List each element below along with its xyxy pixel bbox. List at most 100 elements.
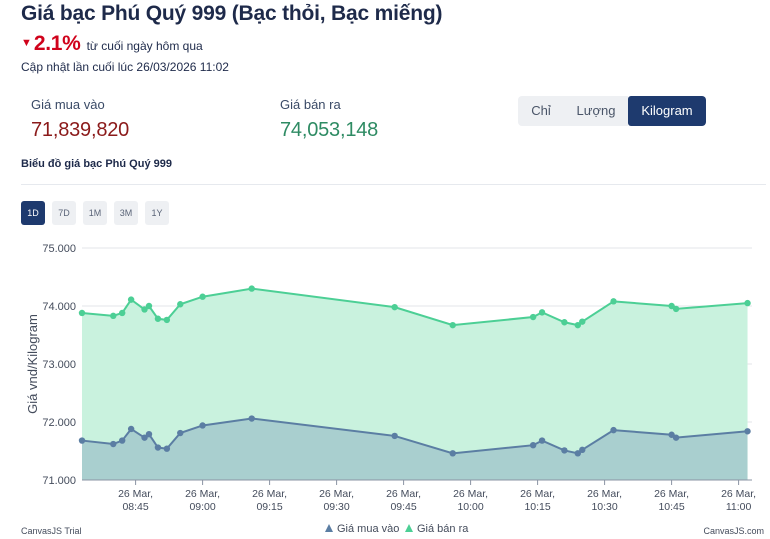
buy-point xyxy=(610,426,617,434)
range-selector: 1D 7D 1M 3M 1Y xyxy=(21,201,169,225)
buy-point xyxy=(248,415,255,422)
y-axis-title: Giá vnd/Kilogram xyxy=(25,314,40,414)
buy-point xyxy=(529,442,537,449)
buy-price-value: 71,839,820 xyxy=(31,119,130,141)
x-tick-label: 26 Mar, xyxy=(654,488,689,500)
buy-point xyxy=(561,447,568,454)
sell-point xyxy=(127,296,135,303)
sell-point xyxy=(538,309,546,316)
buy-point xyxy=(199,422,206,429)
sell-point xyxy=(78,309,86,317)
x-tick-label: 09:15 xyxy=(256,501,282,513)
sell-point xyxy=(145,302,153,310)
sell-point xyxy=(177,301,184,308)
x-tick-label: 09:45 xyxy=(390,501,416,513)
unit-selector: Chỉ Lượng Kilogram xyxy=(518,96,706,126)
sell-price-value: 74,053,148 xyxy=(280,119,379,141)
y-tick-label: 73.000 xyxy=(42,359,76,371)
buy-point xyxy=(449,450,456,457)
x-tick-label: 09:00 xyxy=(189,501,215,513)
buy-point xyxy=(110,440,117,448)
range-button-7d[interactable]: 7D xyxy=(52,201,76,225)
x-tick-label: 10:30 xyxy=(591,501,617,513)
x-tick-label: 09:30 xyxy=(323,501,349,513)
legend-buy-label: Giá mua vào xyxy=(337,523,399,535)
price-chart: 71.000 72.000 73.000 74.000 75.000 Giá vnd/Ki… xyxy=(21,243,764,536)
buy-point xyxy=(119,437,126,444)
x-tick-label: 11:00 xyxy=(726,501,752,513)
legend-buy-icon xyxy=(325,524,333,532)
x-tick-label: 26 Mar, xyxy=(386,488,421,500)
x-tick-label: 26 Mar, xyxy=(721,488,756,500)
buy-point xyxy=(672,434,680,441)
buy-price-label: Giá mua vào xyxy=(31,97,105,112)
sell-point xyxy=(119,309,126,317)
canvasjs-trial-credit: CanvasJS Trial xyxy=(21,526,82,536)
sell-price-label: Giá bán ra xyxy=(280,97,341,112)
sell-point xyxy=(672,305,680,313)
range-button-1m[interactable]: 1M xyxy=(83,201,107,225)
unit-button-luong[interactable]: Lượng xyxy=(564,96,628,126)
buy-point xyxy=(538,437,546,444)
sell-point xyxy=(561,319,568,326)
range-button-3m[interactable]: 3M xyxy=(114,201,138,225)
x-tick-label: 08:45 xyxy=(122,501,148,513)
sell-point xyxy=(579,318,586,325)
buy-point xyxy=(154,444,162,451)
sell-point xyxy=(199,293,206,300)
legend-sell-label: Giá bán ra xyxy=(417,523,469,535)
y-tick-label: 72.000 xyxy=(42,417,76,429)
sell-point xyxy=(529,313,537,321)
buy-point xyxy=(177,429,184,437)
x-tick-label: 26 Mar, xyxy=(319,488,354,500)
buy-point xyxy=(78,437,86,444)
sell-point xyxy=(744,299,751,307)
x-tick-label: 10:00 xyxy=(457,501,483,513)
x-tick-label: 26 Mar, xyxy=(520,488,555,500)
buy-point xyxy=(163,445,171,452)
range-button-1y[interactable]: 1Y xyxy=(145,201,169,225)
last-updated: Cập nhật lần cuối lúc 26/03/2026 11:02 xyxy=(21,60,229,74)
x-tick-label: 26 Mar, xyxy=(252,488,287,500)
buy-point xyxy=(744,428,751,435)
x-tick-label: 10:45 xyxy=(658,501,684,513)
buy-point xyxy=(141,434,148,441)
page-title: Giá bạc Phú Quý 999 (Bạc thỏi, Bạc miếng… xyxy=(21,2,443,25)
canvasjs-link-credit[interactable]: CanvasJS.com xyxy=(703,526,764,536)
sell-point xyxy=(449,321,456,329)
sell-point xyxy=(110,312,117,320)
sell-point xyxy=(154,315,162,322)
unit-button-chi[interactable]: Chỉ xyxy=(518,96,564,126)
x-tick-label: 26 Mar, xyxy=(185,488,220,500)
x-tick-label: 26 Mar, xyxy=(118,488,153,500)
buy-point xyxy=(145,430,153,438)
buy-line xyxy=(81,417,748,455)
buy-point xyxy=(127,425,135,433)
legend-sell-icon xyxy=(405,524,413,532)
sell-point xyxy=(163,316,171,324)
sell-point xyxy=(610,298,617,305)
sell-line xyxy=(81,287,748,327)
y-tick-label: 71.000 xyxy=(42,475,76,487)
buy-area xyxy=(82,418,748,480)
unit-button-kilogram[interactable]: Kilogram xyxy=(628,96,706,126)
change-value: 2.1% xyxy=(33,32,81,55)
change-indicator: ▼ 2.1% từ cuối ngày hôm qua xyxy=(21,32,203,56)
divider xyxy=(21,184,766,185)
y-tick-label: 75.000 xyxy=(42,243,76,255)
x-tick-label: 26 Mar, xyxy=(587,488,622,500)
buy-point xyxy=(391,432,398,440)
x-tick-label: 10:15 xyxy=(524,501,550,513)
range-button-1d[interactable]: 1D xyxy=(21,201,45,225)
sell-point xyxy=(248,285,255,292)
x-tick-label: 26 Mar, xyxy=(453,488,488,500)
sell-point xyxy=(141,306,148,313)
down-arrow-icon: ▼ xyxy=(21,37,32,49)
change-text: từ cuối ngày hôm qua xyxy=(86,39,203,53)
sell-point xyxy=(391,303,398,311)
y-tick-label: 74.000 xyxy=(42,301,76,313)
chart-caption: Biểu đồ giá bạc Phú Quý 999 xyxy=(21,158,172,170)
buy-point xyxy=(574,450,581,457)
buy-point xyxy=(579,446,586,454)
sell-point xyxy=(574,321,581,329)
